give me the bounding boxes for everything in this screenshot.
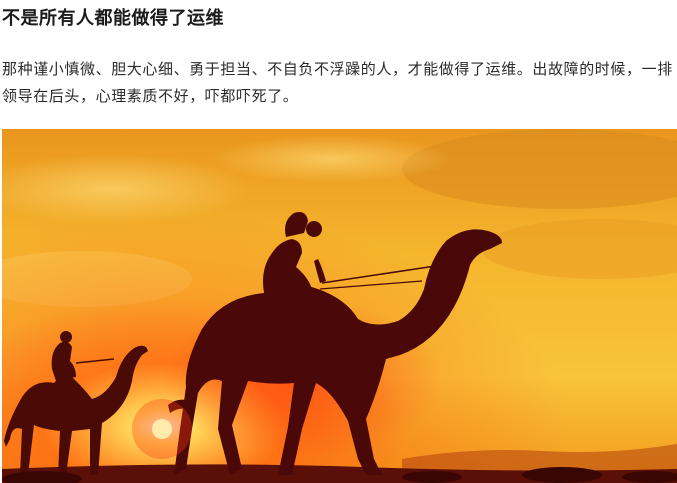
article-image: [2, 129, 677, 483]
shrubs: [2, 467, 677, 483]
camel-caravan-illustration: [2, 129, 677, 483]
large-camel-silhouette: [168, 212, 502, 475]
article-body: 那种谨小慎微、胆大心细、勇于担当、不自负不浮躁的人，才能做得了运维。出故障的时候…: [2, 60, 673, 105]
small-camel-silhouette: [4, 331, 148, 475]
article-title: 不是所有人都能做得了运维: [2, 8, 224, 29]
